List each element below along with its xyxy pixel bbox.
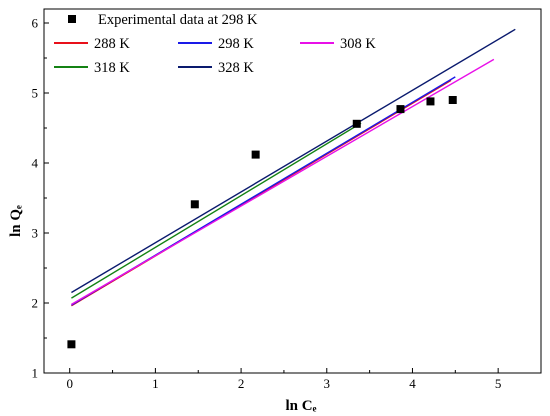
data-point <box>448 96 457 104</box>
legend-label-experimental: Experimental data at 298 K <box>98 12 258 28</box>
data-point <box>190 200 199 209</box>
fit-line-328-k <box>71 28 516 294</box>
legend-label: 288 K <box>94 36 130 52</box>
data-point <box>352 119 361 128</box>
fit-lines <box>71 28 516 307</box>
y-tick-label: 2 <box>32 296 39 311</box>
legend: Experimental data at 298 K 288 K 298 K 308 … <box>54 12 376 76</box>
legend-marker-experimental <box>68 15 76 23</box>
legend-label: 318 K <box>94 60 130 76</box>
fit-line-318-k <box>71 122 362 299</box>
data-point <box>251 150 260 159</box>
data-point <box>426 97 435 106</box>
y-axis-title: ln Qₑ <box>8 205 24 237</box>
x-tick-label: 1 <box>152 376 159 391</box>
experimental-points <box>67 96 457 349</box>
legend-label: 328 K <box>218 60 254 76</box>
x-tick-label: 0 <box>66 376 73 391</box>
legend-label: 298 K <box>218 36 254 52</box>
y-tick-label: 6 <box>32 16 39 31</box>
x-tick-label: 4 <box>409 376 416 391</box>
x-tick-label: 2 <box>238 376 245 391</box>
x-tick-label: 5 <box>495 376 502 391</box>
fit-line-308-k <box>71 58 495 306</box>
data-point <box>67 340 76 349</box>
y-axis-ticks: 1 2 3 4 5 6 <box>32 16 49 381</box>
plot-frame <box>43 8 542 374</box>
x-axis-title: ln Cₑ <box>286 398 317 414</box>
y-tick-label: 1 <box>32 366 39 381</box>
legend-label: 308 K <box>340 36 376 52</box>
y-tick-label: 4 <box>32 156 39 171</box>
x-tick-label: 3 <box>324 376 331 391</box>
data-point <box>396 105 405 114</box>
y-tick-label: 3 <box>32 226 39 241</box>
x-axis-ticks: 0 1 2 3 4 5 <box>66 368 501 391</box>
y-tick-label: 5 <box>32 86 39 101</box>
